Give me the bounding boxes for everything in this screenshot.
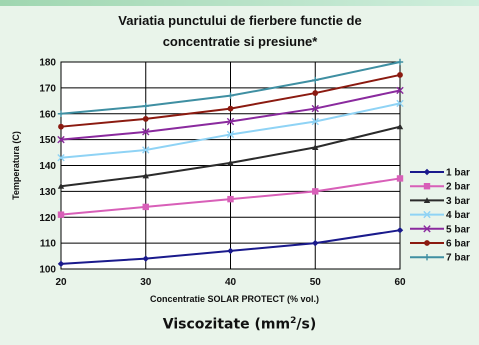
- top-strip: [0, 0, 479, 6]
- viscosity-label-main: Viscozitate (mm: [162, 316, 291, 333]
- series-1-point: [312, 239, 319, 247]
- series-7-point: [396, 58, 404, 66]
- legend-marker-1: [423, 168, 431, 176]
- viscosity-label-end: /s): [296, 316, 317, 333]
- chart-title-line1: Variatia punctului de fierbere functie d…: [118, 13, 362, 28]
- series-6-point: [397, 72, 403, 78]
- series-3-point: [57, 183, 65, 189]
- legend-label-4: 4 bar: [446, 210, 470, 221]
- series-4-point: [311, 117, 319, 126]
- series-7-point: [227, 92, 234, 99]
- series-1-point: [142, 255, 149, 262]
- series-4-point: [57, 154, 65, 162]
- x-tick-label: 20: [55, 277, 67, 288]
- series-4-point: [396, 99, 404, 108]
- series-5-point: [396, 86, 404, 95]
- series-5-point: [311, 104, 319, 113]
- y-tick-label: 140: [39, 161, 56, 172]
- series-7-point: [312, 76, 319, 84]
- series-5-point: [57, 135, 65, 144]
- series-5-point: [226, 117, 235, 126]
- series-2-point: [227, 195, 234, 203]
- y-tick-label: 130: [39, 187, 56, 198]
- series-2-point: [312, 188, 319, 195]
- series-6-point: [312, 90, 319, 96]
- viscosity-label: Viscozitate (mm2/s): [0, 316, 479, 333]
- x-axis-label: Concentratie SOLAR PROTECT (% vol.): [150, 294, 319, 304]
- legend-marker-3: [423, 197, 431, 203]
- y-tick-label: 150: [39, 135, 56, 146]
- viscosity-label-sup: 2: [290, 316, 297, 326]
- legend-label-5: 5 bar: [446, 224, 470, 235]
- legend-label-2: 2 bar: [446, 182, 470, 193]
- y-tick-label: 100: [39, 265, 56, 276]
- series-4-point: [142, 146, 150, 154]
- series-1-point: [227, 247, 234, 255]
- series-3-point: [142, 172, 149, 179]
- y-tick-label: 170: [39, 83, 56, 94]
- legend-label-3: 3 bar: [446, 196, 470, 207]
- series-3-point: [227, 159, 234, 166]
- series-2-point: [396, 175, 404, 182]
- series-7-point: [142, 102, 149, 110]
- legend-label-6: 6 bar: [446, 239, 470, 250]
- x-tick-label: 60: [394, 277, 406, 288]
- legend-marker-7: [423, 254, 431, 261]
- series-4-point: [226, 130, 235, 139]
- y-tick-label: 120: [39, 213, 56, 224]
- series-5-point: [142, 128, 150, 136]
- y-tick-label: 110: [40, 239, 57, 250]
- series-6-point: [227, 105, 234, 112]
- series-6-point: [142, 116, 149, 122]
- chart-title: Variatia punctului de fierbere functie d…: [40, 10, 440, 52]
- chart-title-line2: concentratie si presiune*: [162, 34, 318, 49]
- series-3-point: [396, 123, 404, 130]
- x-tick-label: 30: [140, 277, 152, 288]
- legend-marker-5: [423, 225, 431, 233]
- y-tick-label: 180: [39, 58, 56, 69]
- legend-marker-6: [424, 240, 430, 246]
- series-7-point: [57, 110, 65, 117]
- y-axis-label: Temperatura (C): [11, 131, 21, 200]
- legend-label-7: 7 bar: [446, 253, 470, 264]
- legend-marker-2: [423, 183, 431, 190]
- x-tick-label: 40: [225, 277, 237, 288]
- series-6-point: [58, 123, 64, 130]
- y-tick-label: 160: [39, 109, 56, 120]
- series-3-point: [312, 144, 319, 150]
- series-2-point: [57, 211, 65, 218]
- series-2-point: [142, 203, 149, 211]
- legend-label-1: 1 bar: [446, 168, 470, 179]
- legend-marker-4: [423, 210, 431, 219]
- series-1-point: [396, 226, 404, 234]
- series-1-point: [57, 260, 65, 268]
- x-tick-label: 50: [310, 277, 322, 288]
